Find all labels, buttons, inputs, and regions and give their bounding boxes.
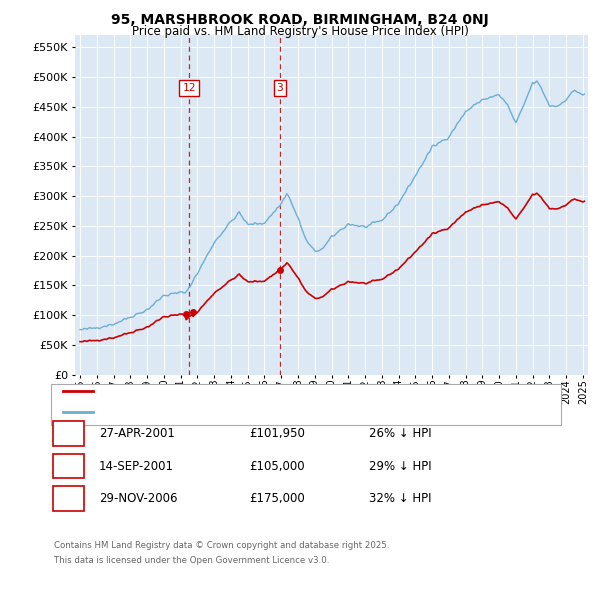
Text: 95, MARSHBROOK ROAD, BIRMINGHAM, B24 0NJ: 95, MARSHBROOK ROAD, BIRMINGHAM, B24 0NJ (111, 13, 489, 27)
Text: 3: 3 (64, 492, 73, 505)
Text: 29-NOV-2006: 29-NOV-2006 (99, 492, 178, 505)
Text: Contains HM Land Registry data © Crown copyright and database right 2025.: Contains HM Land Registry data © Crown c… (54, 541, 389, 550)
Text: 95, MARSHBROOK ROAD, BIRMINGHAM, B24 0NJ (detached house): 95, MARSHBROOK ROAD, BIRMINGHAM, B24 0NJ… (99, 386, 464, 396)
Text: 32% ↓ HPI: 32% ↓ HPI (369, 492, 431, 505)
Text: 29% ↓ HPI: 29% ↓ HPI (369, 460, 431, 473)
Text: 2: 2 (64, 460, 73, 473)
Text: 1: 1 (64, 427, 73, 440)
Text: HPI: Average price, detached house, Birmingham: HPI: Average price, detached house, Birm… (99, 408, 368, 417)
Text: This data is licensed under the Open Government Licence v3.0.: This data is licensed under the Open Gov… (54, 556, 329, 565)
Text: 14-SEP-2001: 14-SEP-2001 (99, 460, 174, 473)
Text: £175,000: £175,000 (249, 492, 305, 505)
Text: £101,950: £101,950 (249, 427, 305, 440)
Text: 27-APR-2001: 27-APR-2001 (99, 427, 175, 440)
Text: 3: 3 (277, 83, 283, 93)
Text: 26% ↓ HPI: 26% ↓ HPI (369, 427, 431, 440)
Text: £105,000: £105,000 (249, 460, 305, 473)
Text: Price paid vs. HM Land Registry's House Price Index (HPI): Price paid vs. HM Land Registry's House … (131, 25, 469, 38)
Text: 12: 12 (182, 83, 196, 93)
